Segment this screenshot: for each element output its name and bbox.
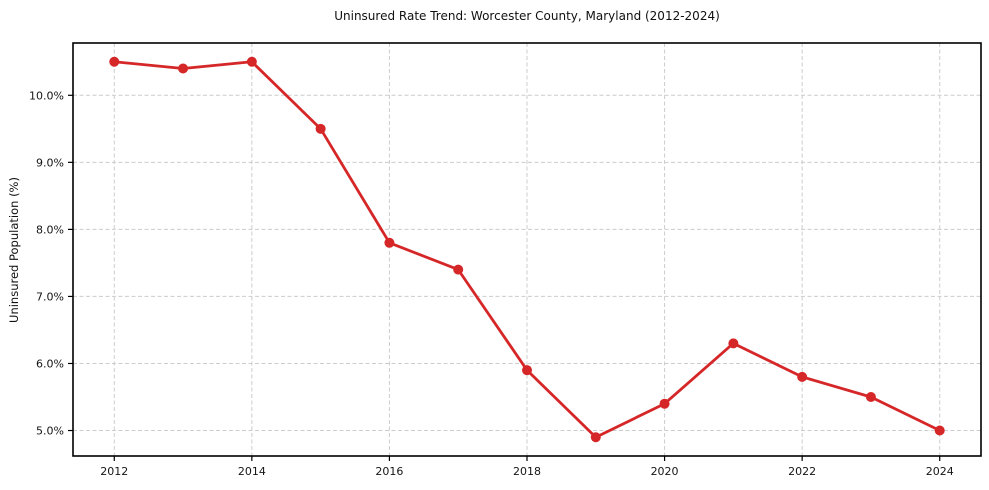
data-point-2020	[659, 398, 670, 409]
data-point-2019	[590, 432, 601, 443]
data-point-2023	[865, 392, 876, 402]
data-point-2016	[384, 237, 395, 248]
x-tick-label: 2018	[513, 465, 541, 478]
x-tick-label: 2020	[651, 465, 679, 478]
x-tick-label: 2016	[375, 465, 403, 478]
data-point-2015	[315, 123, 326, 134]
y-tick-label: 6.0%	[36, 357, 64, 370]
data-point-2017	[453, 264, 464, 275]
y-tick-label: 5.0%	[36, 425, 64, 438]
x-tick-label: 2014	[238, 465, 266, 478]
data-point-2018	[522, 365, 532, 376]
y-tick-label: 8.0%	[36, 223, 64, 236]
data-point-2024	[934, 425, 945, 436]
y-tick-label: 10.0%	[29, 89, 64, 102]
chart-title: Uninsured Rate Trend: Worcester County, …	[334, 9, 720, 23]
x-tick-label: 2012	[100, 465, 128, 478]
y-tick-label: 7.0%	[36, 290, 64, 303]
data-point-2021	[728, 338, 739, 349]
y-axis-label: Uninsured Population (%)	[7, 177, 21, 323]
y-tick-label: 9.0%	[36, 156, 64, 169]
data-point-2013	[178, 63, 189, 74]
data-point-2014	[246, 56, 257, 67]
data-point-2012	[109, 56, 120, 67]
x-tick-label: 2022	[788, 465, 816, 478]
data-point-2022	[797, 371, 808, 382]
x-tick-label: 2024	[926, 465, 954, 478]
